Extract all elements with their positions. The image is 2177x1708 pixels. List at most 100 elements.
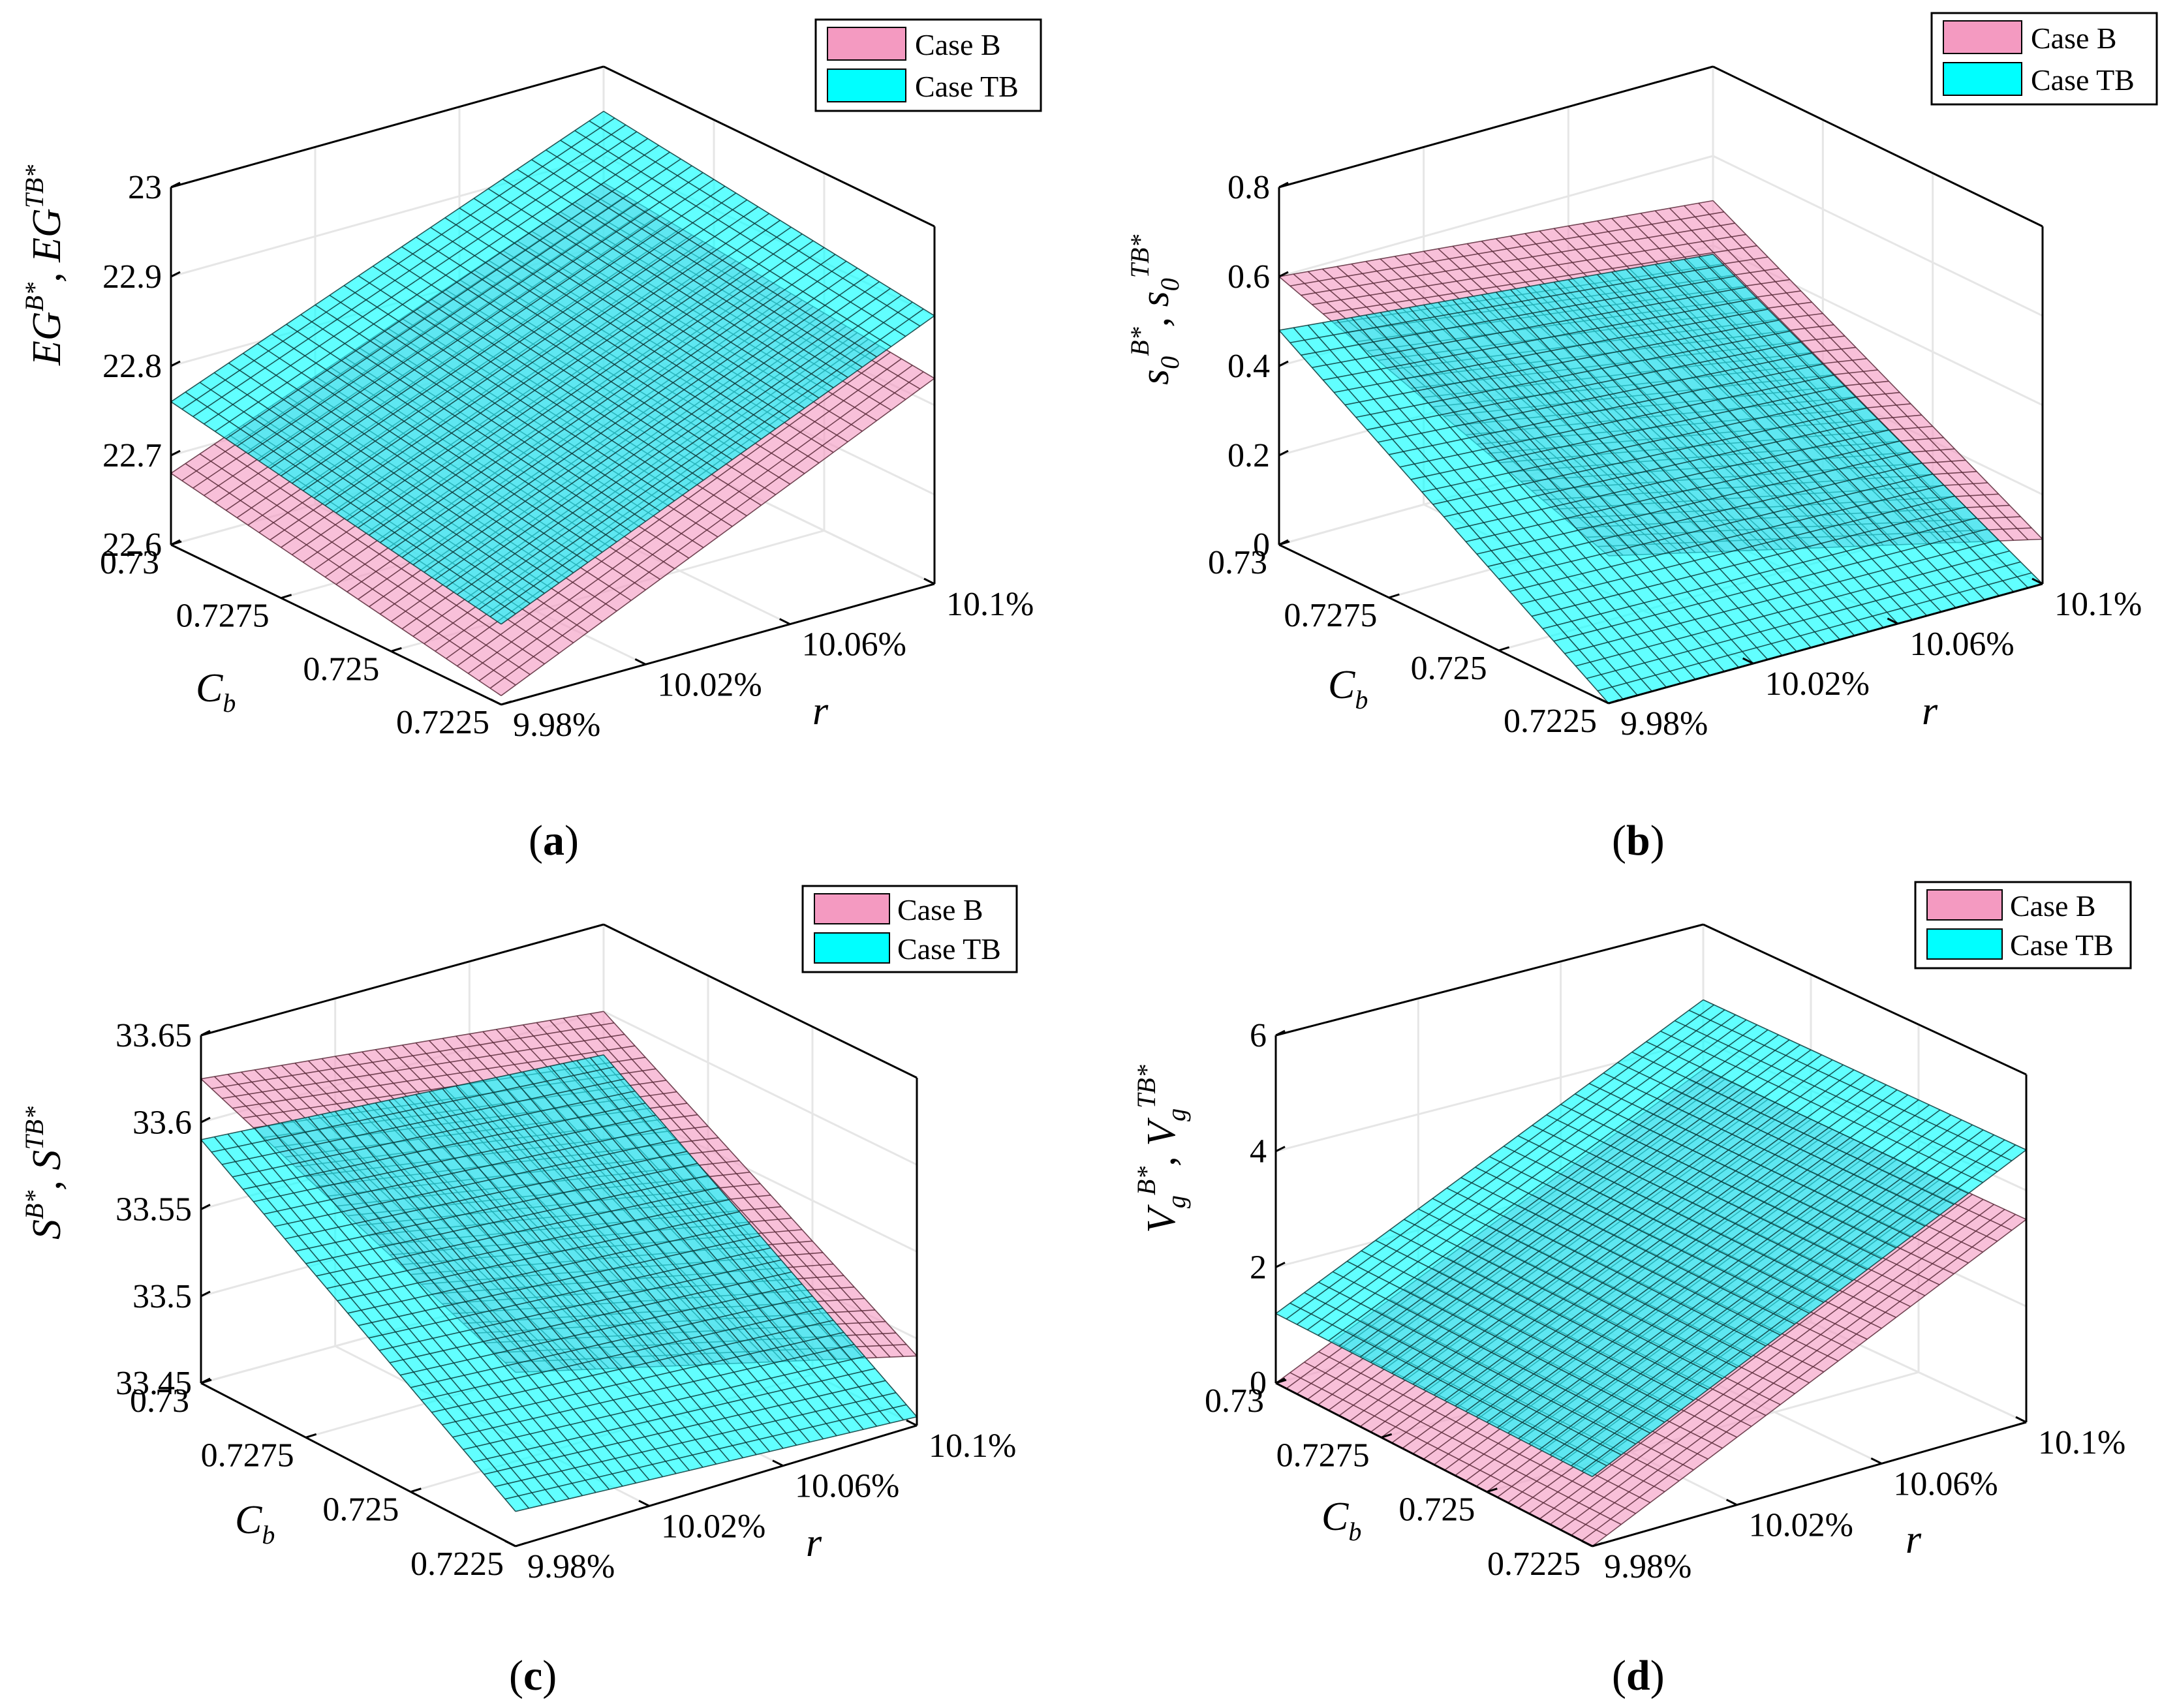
cb-tick xyxy=(1388,593,1400,599)
mesh-line xyxy=(1539,1124,1973,1450)
cb-tick xyxy=(1592,1542,1603,1548)
z-tick-label: 22.6 xyxy=(102,526,162,564)
z-tick xyxy=(170,271,181,278)
cb-tick-label: 0.7225 xyxy=(410,1546,504,1583)
r-tick xyxy=(1581,1540,1593,1548)
mesh-line xyxy=(589,1013,904,1357)
axis-edge xyxy=(200,1382,516,1548)
axis-edge xyxy=(1278,543,1609,705)
legend-label-case-b: Case B xyxy=(897,893,983,926)
mesh-line xyxy=(1698,256,2029,588)
panel-label: (b) xyxy=(1612,817,1665,864)
legend-swatch-case-b xyxy=(1926,889,2003,921)
cb-tick-label: 0.7275 xyxy=(1276,1437,1370,1474)
mesh-line xyxy=(1654,264,1985,600)
cb-axis-label: Cb xyxy=(1321,1495,1361,1546)
mesh-line xyxy=(446,281,880,588)
surface-fill xyxy=(201,1054,917,1512)
r-tick-label: 10.06% xyxy=(802,626,906,663)
axis-edge xyxy=(603,65,935,228)
axis-edge xyxy=(515,1424,918,1548)
z-tick xyxy=(1278,181,1289,189)
axis-edge xyxy=(200,923,604,1037)
mesh-line xyxy=(1560,1134,1994,1461)
panel-b-legend: Case B Case TB xyxy=(1930,12,2158,106)
mesh-line xyxy=(603,1054,918,1418)
mesh-line xyxy=(1684,205,2015,541)
mesh-line xyxy=(1597,572,2032,692)
r-tick xyxy=(634,658,647,665)
axis-edge xyxy=(1278,65,1714,189)
panel-b-surfaces xyxy=(1278,200,2043,704)
cb-tick xyxy=(1278,540,1290,546)
legend-swatch-case-b xyxy=(814,893,890,924)
cb-tick xyxy=(1275,1379,1287,1384)
z-tick-label: 22.8 xyxy=(102,348,162,385)
cb-tick xyxy=(410,1487,422,1493)
z-axis-label: SB*, STB* xyxy=(20,1106,69,1240)
mesh-line xyxy=(563,1063,878,1427)
panel-d-ticks: 0 2 4 6 0.7225 0.725 0.7275 0.73 9.98% 1… xyxy=(1205,1017,2125,1585)
z-tick-label: 22.7 xyxy=(102,437,162,474)
r-axis-label: r xyxy=(812,689,829,733)
cb-axis-label: Cb xyxy=(235,1498,275,1549)
mesh-line xyxy=(484,1380,886,1475)
mesh-line xyxy=(589,1057,904,1421)
panel-b: 0 0.2 0.4 0.6 0.8 0.7225 0.725 0.7275 0.… xyxy=(1125,12,2158,864)
panel-a-surfaces xyxy=(170,110,935,696)
cb-tick-label: 0.7225 xyxy=(1487,1546,1581,1583)
cb-tick-label: 0.7225 xyxy=(1504,703,1597,740)
cb-tick-label: 0.725 xyxy=(303,650,379,688)
cb-tick xyxy=(281,594,292,600)
r-tick-label: 10.02% xyxy=(1749,1507,1853,1544)
z-tick xyxy=(1275,1029,1286,1037)
panel-b-axes-frame xyxy=(1278,65,2044,705)
mesh-line xyxy=(463,1356,865,1450)
r-tick xyxy=(779,618,791,626)
cb-tick xyxy=(501,700,512,706)
cb-tick-label: 0.73 xyxy=(1205,1382,1264,1420)
panel-d: 0 2 4 6 0.7225 0.725 0.7275 0.73 9.98% 1… xyxy=(1132,881,2132,1700)
mesh-line xyxy=(1698,202,2029,540)
z-tick-label: 4 xyxy=(1250,1133,1267,1170)
r-tick-label: 10.02% xyxy=(657,666,762,703)
z-tick xyxy=(200,1116,211,1123)
mesh-line xyxy=(1703,999,2027,1151)
cb-tick-label: 0.7275 xyxy=(1284,597,1377,634)
cb-tick-label: 0.73 xyxy=(1208,544,1267,581)
r-tick-label: 10.1% xyxy=(929,1427,1016,1465)
r-tick-label: 10.06% xyxy=(1909,626,2014,663)
mesh-line xyxy=(457,288,891,595)
mesh-line xyxy=(603,1011,918,1356)
z-tick xyxy=(1275,1261,1286,1268)
r-tick xyxy=(906,1419,918,1427)
z-tick-label: 0.6 xyxy=(1227,258,1270,296)
cb-tick xyxy=(200,1379,212,1384)
panel-d-axes-frame xyxy=(1274,923,2028,1548)
mesh-line xyxy=(1553,528,1988,642)
axis-edge xyxy=(1703,923,2027,1076)
legend-label-case-tb: Case TB xyxy=(897,932,1001,966)
z-tick-label: 6 xyxy=(1250,1017,1267,1054)
mesh-line xyxy=(1592,1149,2027,1478)
z-tick-label: 0.4 xyxy=(1227,348,1270,385)
surface-case-tb xyxy=(1278,253,2043,704)
mesh-line xyxy=(1712,200,2043,540)
r-tick-label: 10.1% xyxy=(2054,586,2142,623)
mesh-line xyxy=(489,371,924,689)
mesh-line xyxy=(489,308,924,617)
z-tick-label: 33.5 xyxy=(132,1278,192,1315)
legend-swatch-case-tb xyxy=(827,69,906,102)
z-tick xyxy=(1275,1146,1286,1153)
mesh-line xyxy=(1669,261,2000,596)
cb-tick-label: 0.7225 xyxy=(396,704,489,741)
cb-tick-label: 0.73 xyxy=(130,1382,189,1420)
mesh-line xyxy=(494,1392,897,1487)
z-tick-label: 0.2 xyxy=(1227,437,1270,474)
panel-a-ticks: 22.6 22.7 22.8 22.9 23 0.7225 0.725 0.72… xyxy=(100,169,1034,744)
legend-label-case-tb: Case TB xyxy=(2010,928,2114,962)
surface-fill xyxy=(171,111,934,624)
r-tick xyxy=(1598,697,1609,705)
mesh-line xyxy=(501,315,935,625)
